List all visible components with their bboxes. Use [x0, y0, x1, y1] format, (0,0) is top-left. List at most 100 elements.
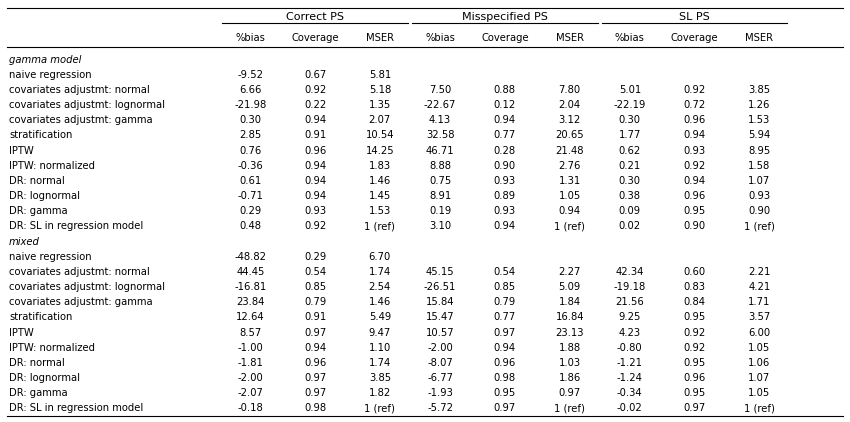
Text: 1.31: 1.31	[558, 176, 581, 186]
Text: 1.07: 1.07	[748, 176, 770, 186]
Text: 6.00: 6.00	[748, 327, 770, 338]
Text: 7.50: 7.50	[429, 85, 451, 95]
Text: 0.91: 0.91	[304, 312, 326, 322]
Text: 1.58: 1.58	[748, 161, 770, 171]
Text: %bias: %bias	[425, 33, 455, 43]
Text: 0.75: 0.75	[429, 176, 451, 186]
Text: 4.23: 4.23	[619, 327, 641, 338]
Text: 0.93: 0.93	[304, 206, 326, 216]
Text: 1.74: 1.74	[369, 267, 391, 277]
Text: 46.71: 46.71	[426, 146, 455, 156]
Text: 2.21: 2.21	[748, 267, 771, 277]
Text: 10.54: 10.54	[366, 130, 394, 141]
Text: 0.29: 0.29	[239, 206, 262, 216]
Text: IPTW: IPTW	[9, 327, 34, 338]
Text: 0.95: 0.95	[494, 388, 516, 398]
Text: 23.13: 23.13	[555, 327, 584, 338]
Text: DR: normal: DR: normal	[9, 176, 65, 186]
Text: 0.97: 0.97	[558, 388, 581, 398]
Text: -1.21: -1.21	[617, 358, 643, 368]
Text: 1.53: 1.53	[369, 206, 391, 216]
Text: IPTW: normalized: IPTW: normalized	[9, 343, 95, 353]
Text: DR: SL in regression model: DR: SL in regression model	[9, 222, 144, 231]
Text: -0.18: -0.18	[237, 403, 264, 414]
Text: 1 (ref): 1 (ref)	[365, 403, 395, 414]
Text: stratification: stratification	[9, 130, 72, 141]
Text: covariates adjustmt: gamma: covariates adjustmt: gamma	[9, 297, 153, 307]
Text: 3.12: 3.12	[558, 115, 581, 125]
Text: 12.64: 12.64	[236, 312, 264, 322]
Text: 0.02: 0.02	[619, 222, 641, 231]
Text: 2.07: 2.07	[369, 115, 391, 125]
Text: 0.96: 0.96	[304, 358, 326, 368]
Text: 0.93: 0.93	[494, 176, 516, 186]
Text: 0.19: 0.19	[429, 206, 451, 216]
Text: 15.47: 15.47	[426, 312, 455, 322]
Text: 1 (ref): 1 (ref)	[365, 222, 395, 231]
Text: covariates adjustmt: normal: covariates adjustmt: normal	[9, 85, 150, 95]
Text: 0.48: 0.48	[240, 222, 261, 231]
Text: 8.91: 8.91	[429, 191, 451, 201]
Text: 0.09: 0.09	[619, 206, 641, 216]
Text: 0.97: 0.97	[304, 327, 326, 338]
Text: -2.00: -2.00	[428, 343, 453, 353]
Text: 5.81: 5.81	[369, 70, 391, 80]
Text: 5.94: 5.94	[748, 130, 770, 141]
Text: 0.93: 0.93	[494, 206, 516, 216]
Text: 1 (ref): 1 (ref)	[554, 222, 585, 231]
Text: Correct PS: Correct PS	[286, 12, 344, 22]
Text: 0.98: 0.98	[494, 373, 516, 383]
Text: 0.96: 0.96	[683, 373, 706, 383]
Text: 0.12: 0.12	[494, 100, 516, 110]
Text: 1 (ref): 1 (ref)	[744, 222, 775, 231]
Text: 1.26: 1.26	[748, 100, 771, 110]
Text: 1.07: 1.07	[748, 373, 770, 383]
Text: 0.97: 0.97	[494, 403, 516, 414]
Text: -9.52: -9.52	[237, 70, 264, 80]
Text: 0.54: 0.54	[304, 267, 326, 277]
Text: 0.95: 0.95	[683, 312, 706, 322]
Text: DR: gamma: DR: gamma	[9, 388, 68, 398]
Text: naive regression: naive regression	[9, 252, 92, 262]
Text: Misspecified PS: Misspecified PS	[462, 12, 547, 22]
Text: 0.90: 0.90	[748, 206, 770, 216]
Text: 0.94: 0.94	[494, 115, 516, 125]
Text: naive regression: naive regression	[9, 70, 92, 80]
Text: 45.15: 45.15	[426, 267, 455, 277]
Text: SL PS: SL PS	[679, 12, 710, 22]
Text: 0.28: 0.28	[494, 146, 516, 156]
Text: MSER: MSER	[745, 33, 774, 43]
Text: -0.34: -0.34	[617, 388, 643, 398]
Text: DR: gamma: DR: gamma	[9, 206, 68, 216]
Text: 1.88: 1.88	[558, 343, 581, 353]
Text: 0.85: 0.85	[304, 282, 326, 292]
Text: -0.02: -0.02	[617, 403, 643, 414]
Text: 0.94: 0.94	[558, 206, 581, 216]
Text: 21.48: 21.48	[555, 146, 584, 156]
Text: mixed: mixed	[9, 237, 40, 246]
Text: -6.77: -6.77	[427, 373, 453, 383]
Text: 3.57: 3.57	[748, 312, 770, 322]
Text: 0.92: 0.92	[304, 222, 326, 231]
Text: 1.10: 1.10	[369, 343, 391, 353]
Text: 0.93: 0.93	[748, 191, 770, 201]
Text: 1 (ref): 1 (ref)	[744, 403, 775, 414]
Text: -2.00: -2.00	[237, 373, 264, 383]
Text: 0.94: 0.94	[304, 191, 326, 201]
Text: IPTW: normalized: IPTW: normalized	[9, 161, 95, 171]
Text: 0.94: 0.94	[683, 130, 706, 141]
Text: 0.95: 0.95	[683, 206, 706, 216]
Text: 0.97: 0.97	[304, 373, 326, 383]
Text: -5.72: -5.72	[427, 403, 453, 414]
Text: 14.25: 14.25	[366, 146, 394, 156]
Text: 8.88: 8.88	[429, 161, 451, 171]
Text: DR: normal: DR: normal	[9, 358, 65, 368]
Text: 42.34: 42.34	[615, 267, 644, 277]
Text: 5.49: 5.49	[369, 312, 391, 322]
Text: Coverage: Coverage	[481, 33, 529, 43]
Text: -22.19: -22.19	[614, 100, 646, 110]
Text: Coverage: Coverage	[671, 33, 718, 43]
Text: 0.96: 0.96	[683, 191, 706, 201]
Text: 1.53: 1.53	[748, 115, 770, 125]
Text: 21.56: 21.56	[615, 297, 644, 307]
